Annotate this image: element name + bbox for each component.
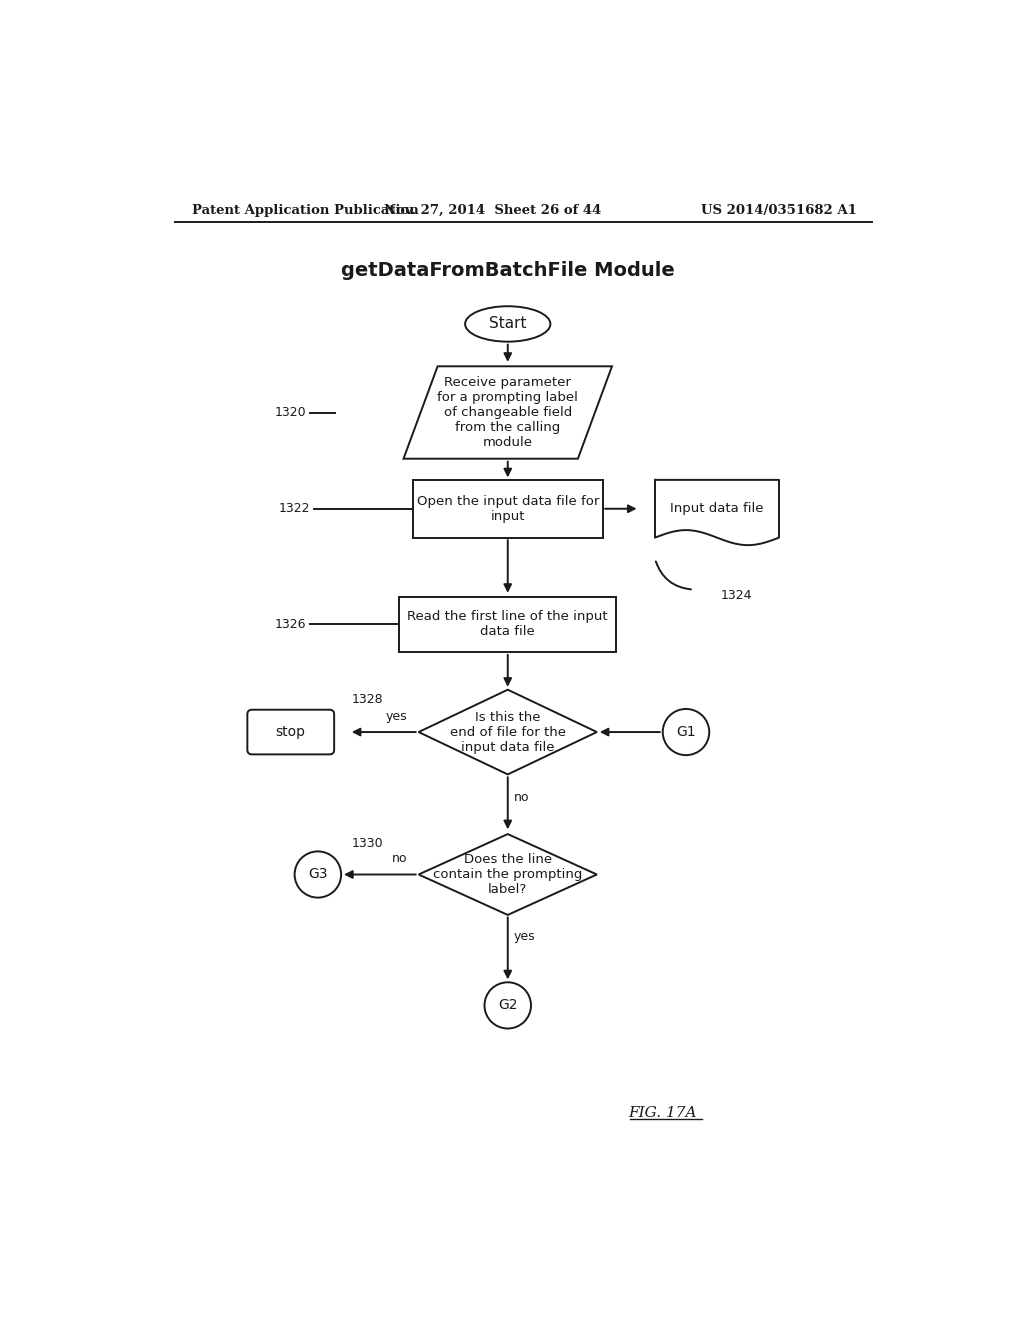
- Text: US 2014/0351682 A1: US 2014/0351682 A1: [700, 205, 856, 218]
- Text: no: no: [391, 853, 407, 866]
- Text: Open the input data file for
input: Open the input data file for input: [417, 495, 599, 523]
- Text: Start: Start: [489, 317, 526, 331]
- Bar: [399, 597, 616, 652]
- Text: G3: G3: [308, 867, 328, 882]
- Text: getDataFromBatchFile Module: getDataFromBatchFile Module: [341, 260, 675, 280]
- Text: Is this the
end of file for the
input data file: Is this the end of file for the input da…: [450, 710, 565, 754]
- Text: Patent Application Publication: Patent Application Publication: [191, 205, 418, 218]
- Text: yes: yes: [514, 929, 536, 942]
- Text: 1320: 1320: [274, 407, 306, 418]
- Text: Does the line
contain the prompting
label?: Does the line contain the prompting labe…: [433, 853, 583, 896]
- Text: FIG. 17A: FIG. 17A: [629, 1106, 697, 1121]
- Text: 1326: 1326: [274, 618, 306, 631]
- Text: stop: stop: [275, 725, 306, 739]
- Text: yes: yes: [385, 710, 407, 723]
- Text: 1330: 1330: [352, 837, 384, 850]
- Text: 1322: 1322: [279, 502, 310, 515]
- Text: G1: G1: [676, 725, 696, 739]
- Text: Nov. 27, 2014  Sheet 26 of 44: Nov. 27, 2014 Sheet 26 of 44: [384, 205, 601, 218]
- Text: Read the first line of the input
data file: Read the first line of the input data fi…: [408, 610, 608, 639]
- Text: Receive parameter
for a prompting label
of changeable field
from the calling
mod: Receive parameter for a prompting label …: [437, 376, 579, 449]
- Text: no: no: [514, 791, 529, 804]
- Text: Input data file: Input data file: [671, 502, 764, 515]
- Text: 1328: 1328: [352, 693, 384, 706]
- Bar: [413, 480, 603, 537]
- Text: 1324: 1324: [721, 589, 753, 602]
- Text: G2: G2: [498, 998, 517, 1012]
